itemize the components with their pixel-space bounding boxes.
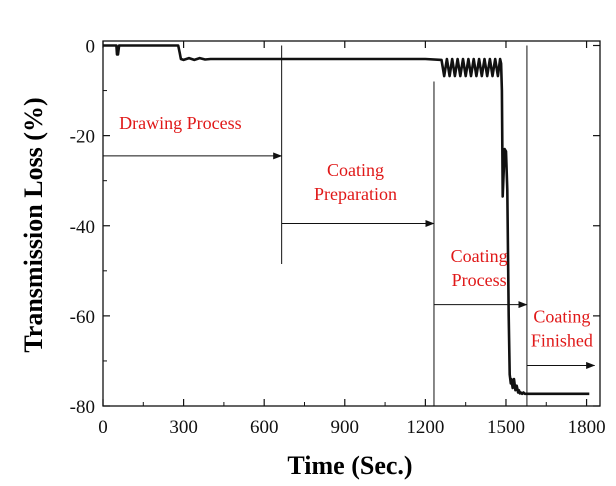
phase-label-line: Finished (531, 331, 593, 351)
y-tick-label: -40 (70, 217, 95, 238)
phase-label: Coating Preparation (314, 160, 397, 204)
phase-label-line: Process (452, 270, 507, 290)
transmission-loss-line (103, 44, 590, 396)
phase-label: Coating Finished (531, 307, 593, 351)
phase-label-line: Drawing Process (119, 113, 241, 133)
phase-label-line: Coating (533, 307, 590, 327)
y-tick-label: -20 (70, 127, 95, 148)
phase-label-line: Coating (451, 246, 508, 266)
phase-label: Drawing Process (119, 113, 241, 133)
phase-label: Coating Process (451, 246, 508, 290)
y-tick-label: -80 (70, 397, 95, 418)
x-tick-label: 1200 (406, 417, 444, 438)
plot-frame (102, 40, 601, 407)
x-axis-title: Time (Sec.) (287, 451, 412, 480)
x-tick-label: 0 (98, 417, 108, 438)
x-tick-label: 900 (331, 417, 360, 438)
x-tick-label: 1500 (487, 417, 525, 438)
y-tick-label: 0 (86, 37, 96, 58)
x-tick-label: 600 (250, 417, 279, 438)
y-axis-title: Transmission Loss (%) (19, 97, 48, 352)
phase-label-line: Coating (327, 160, 384, 180)
y-tick-label: -60 (70, 307, 95, 328)
x-tick-label: 1800 (568, 417, 606, 438)
phase-label-line: Preparation (314, 184, 397, 204)
x-tick-label: 300 (169, 417, 198, 438)
